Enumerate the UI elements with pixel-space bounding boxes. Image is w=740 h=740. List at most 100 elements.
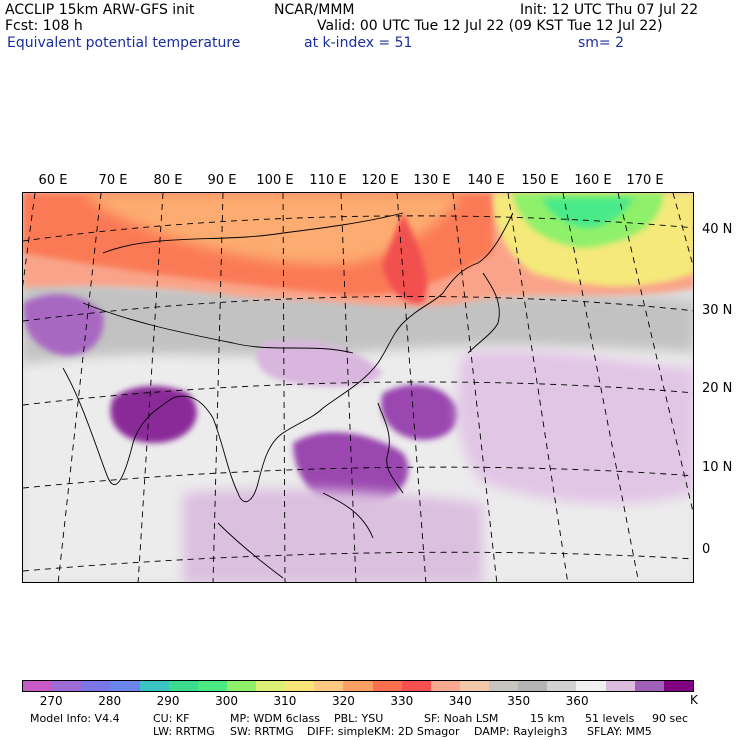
latitude-label: 20 N bbox=[702, 381, 733, 396]
colorbar-swatch bbox=[372, 681, 402, 691]
smoothing-label: sm= 2 bbox=[578, 35, 625, 51]
footer-item: DAMP: Rayleigh3 bbox=[474, 725, 568, 738]
warm-field-core bbox=[383, 213, 427, 304]
colorbar-tick-label: 320 bbox=[331, 694, 355, 708]
colorbar-swatch bbox=[489, 681, 519, 691]
colorbar-swatch bbox=[576, 681, 606, 691]
colorbar-swatch bbox=[547, 681, 577, 691]
purple-bay-of-bengal bbox=[110, 386, 197, 443]
colorbar-swatch bbox=[663, 681, 693, 691]
footer-item: 15 km bbox=[530, 712, 565, 725]
colorbar-swatch bbox=[634, 681, 664, 691]
colorbar-tick-label: 310 bbox=[273, 694, 297, 708]
border-south bbox=[82, 302, 354, 354]
purple-philippine-sea bbox=[381, 384, 459, 440]
footer-item: LW: RRTMG bbox=[153, 725, 215, 738]
map-canvas bbox=[23, 193, 693, 582]
latitude-label: 30 N bbox=[702, 303, 733, 318]
lavender-pacific bbox=[457, 350, 693, 504]
colorbar-swatch bbox=[81, 681, 111, 691]
lavender-south bbox=[183, 488, 483, 582]
colorbar-swatch bbox=[314, 681, 344, 691]
colorbar-swatch bbox=[197, 681, 227, 691]
grid-lat-10 bbox=[23, 466, 693, 489]
colorbar-swatch bbox=[139, 681, 169, 691]
latitude-label: 10 N bbox=[702, 460, 733, 475]
colorbar-swatch bbox=[168, 681, 198, 691]
border-north bbox=[102, 212, 404, 254]
colorbar-tick-label: 290 bbox=[156, 694, 180, 708]
colorbar-unit: K bbox=[690, 693, 698, 707]
latitude-label: 40 N bbox=[702, 222, 733, 237]
colorbar-swatch bbox=[52, 681, 82, 691]
sumatra-outline bbox=[217, 522, 284, 579]
colorbar-swatch bbox=[430, 681, 460, 691]
colorbar-swatch bbox=[518, 681, 548, 691]
colorbar-swatch bbox=[459, 681, 489, 691]
colorbar-tick-label: 270 bbox=[39, 694, 63, 708]
colorbar-swatch bbox=[256, 681, 286, 691]
longitude-label: 160 E bbox=[574, 173, 612, 188]
colorbar-tick-label: 350 bbox=[507, 694, 531, 708]
latitude-label: 0 bbox=[702, 542, 711, 557]
colorbar-tick-label: 280 bbox=[98, 694, 122, 708]
east-asia-coast bbox=[402, 212, 514, 324]
footer-item: CU: KF bbox=[153, 712, 190, 725]
colorbar-swatch bbox=[343, 681, 373, 691]
longitude-label: 60 E bbox=[38, 173, 68, 188]
level-label: at k-index = 51 bbox=[304, 35, 413, 51]
colorbar-tick-label: 360 bbox=[565, 694, 589, 708]
footer-item: KM: 2D Smagor bbox=[374, 725, 460, 738]
borneo-outline bbox=[322, 492, 374, 539]
colorbar-tick-label: 330 bbox=[390, 694, 414, 708]
purple-west bbox=[23, 294, 104, 356]
grid-lon-170 bbox=[672, 193, 693, 268]
footer-item: 90 sec bbox=[652, 712, 689, 725]
longitude-label: 90 E bbox=[207, 173, 237, 188]
footer-item: SF: Noah LSM bbox=[424, 712, 499, 725]
valid-time: Valid: 00 UTC Tue 12 Jul 22 (09 KST Tue … bbox=[317, 18, 663, 34]
japan-outline bbox=[467, 272, 500, 354]
longitude-label: 150 E bbox=[521, 173, 559, 188]
field-name: Equivalent potential temperature bbox=[7, 35, 241, 51]
colorbar-swatch bbox=[401, 681, 431, 691]
india-coast bbox=[62, 367, 214, 485]
lavender-china bbox=[256, 340, 383, 387]
longitude-label: 80 E bbox=[153, 173, 183, 188]
grid-lon-150 bbox=[562, 193, 640, 582]
footer-item: PBL: YSU bbox=[334, 712, 384, 725]
warm-field-inner bbox=[83, 193, 463, 264]
colorbar bbox=[22, 680, 694, 692]
footer-item: Model Info: V4.4 bbox=[30, 712, 120, 725]
footer-item: SFLAY: MM5 bbox=[587, 725, 652, 738]
philippines-outline bbox=[377, 402, 404, 494]
model-title: ACCLIP 15km ARW-GFS init bbox=[5, 2, 195, 18]
init-time: Init: 12 UTC Thu 07 Jul 22 bbox=[520, 2, 699, 18]
colorbar-swatch bbox=[110, 681, 140, 691]
longitude-label: 130 E bbox=[413, 173, 451, 188]
grid-lon-160 bbox=[617, 193, 693, 514]
footer-item: 51 levels bbox=[585, 712, 635, 725]
lat-lon-grid bbox=[23, 193, 693, 582]
colorbar-swatch bbox=[226, 681, 256, 691]
se-asia-coast bbox=[212, 322, 404, 503]
forecast-hour: Fcst: 108 h bbox=[5, 18, 83, 34]
colorbar-swatch bbox=[605, 681, 635, 691]
colorbar-swatch bbox=[285, 681, 315, 691]
grid-lat-40 bbox=[23, 215, 693, 242]
longitude-label: 70 E bbox=[98, 173, 128, 188]
longitude-label: 120 E bbox=[361, 173, 399, 188]
footer-item: MP: WDM 6class bbox=[230, 712, 320, 725]
map-panel bbox=[22, 192, 694, 583]
grid-lat-0 bbox=[23, 551, 693, 572]
footer-item: DIFF: simple bbox=[307, 725, 375, 738]
longitude-label: 100 E bbox=[256, 173, 294, 188]
colorbar-tick-label: 300 bbox=[215, 694, 238, 708]
colorbar-tick-label: 340 bbox=[448, 694, 472, 708]
footer-item: SW: RRTMG bbox=[230, 725, 294, 738]
organization-label: NCAR/MMM bbox=[274, 2, 355, 18]
longitude-label: 170 E bbox=[626, 173, 664, 188]
longitude-label: 140 E bbox=[467, 173, 505, 188]
grey-band bbox=[23, 278, 693, 363]
colorbar-swatch bbox=[23, 681, 53, 691]
